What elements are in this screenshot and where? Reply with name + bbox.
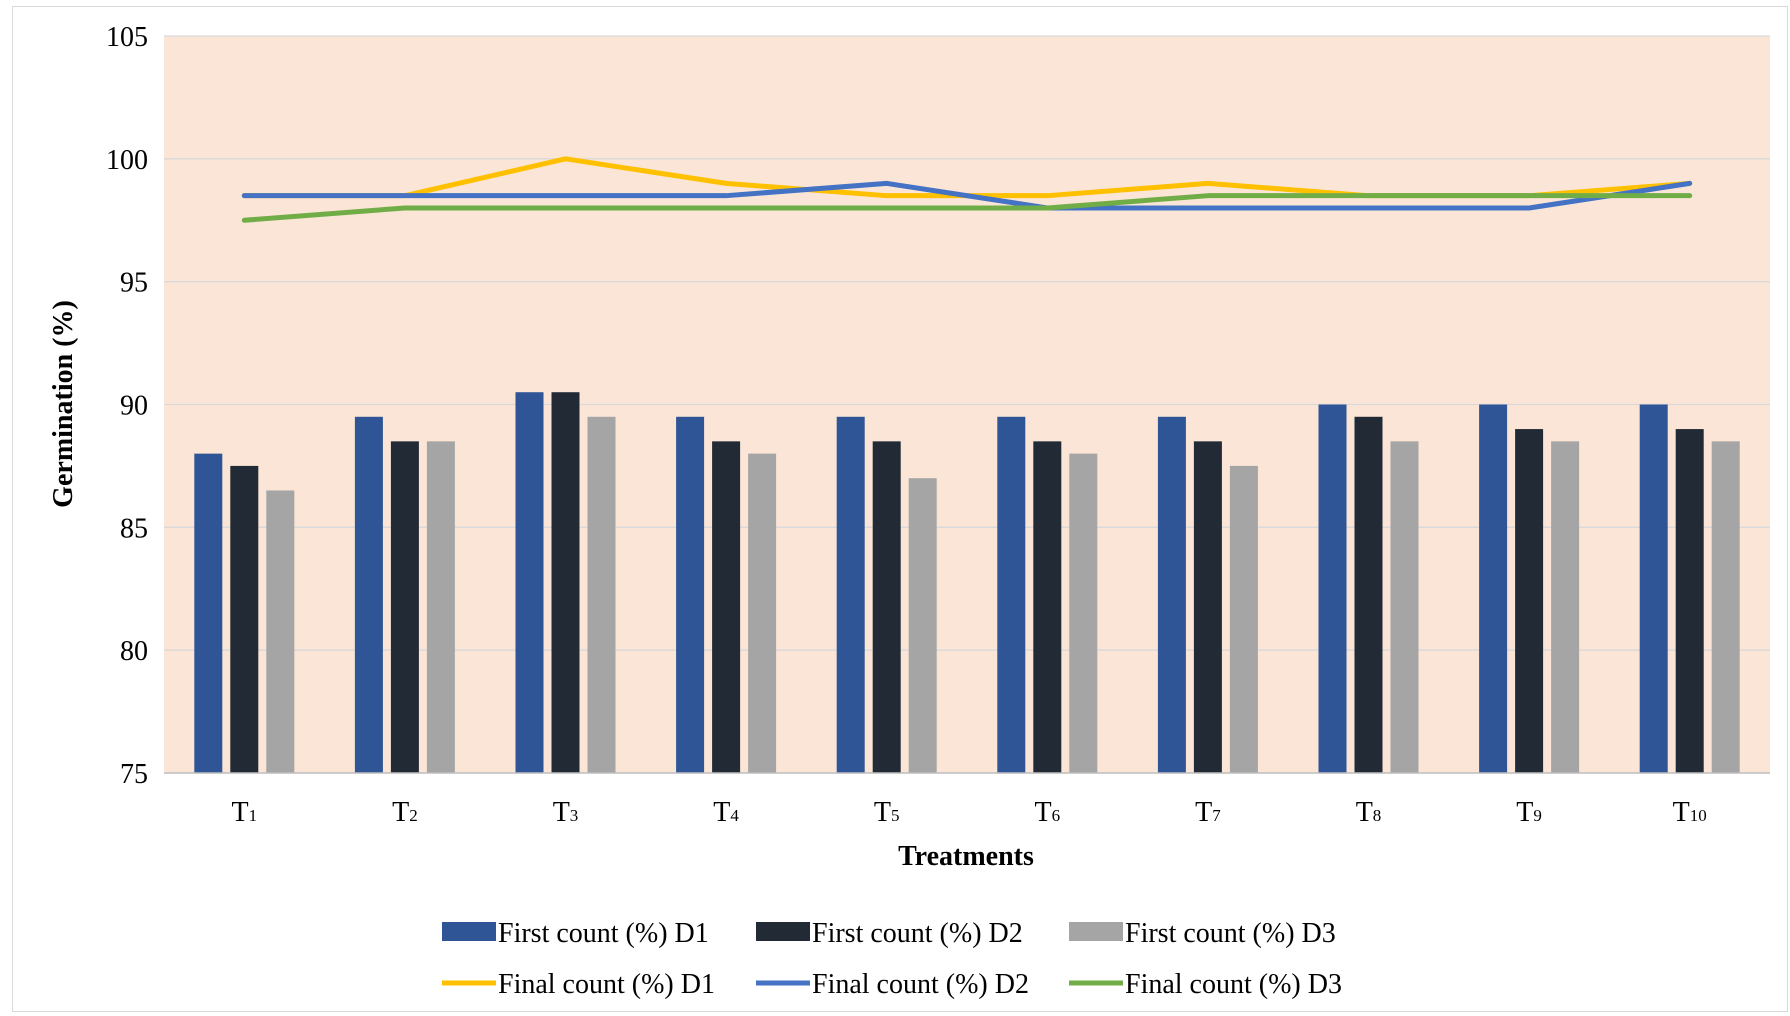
bar-2-9 <box>1515 429 1544 773</box>
y-tick-label: 105 <box>106 22 148 53</box>
bar-1-9 <box>1479 404 1508 773</box>
bar-1-10 <box>1639 404 1668 773</box>
legend-label: First count (%) D1 <box>498 918 709 949</box>
legend: First count (%) D1 First count (%) D2 Firs… <box>442 918 1342 1000</box>
y-axis-ticks: 75 80 85 90 95 100 105 <box>106 22 148 790</box>
bar-2-4 <box>712 441 741 773</box>
bar-1-4 <box>676 416 705 773</box>
bar-3-9 <box>1551 441 1580 773</box>
y-tick-label: 100 <box>106 145 148 176</box>
y-tick-label: 95 <box>120 268 148 299</box>
y-axis-title: Germination (%) <box>48 300 79 508</box>
bar-3-3 <box>587 416 616 773</box>
legend-label: First count (%) D2 <box>812 918 1023 949</box>
x-tick-label: T7 <box>1195 797 1221 828</box>
bar-2-10 <box>1675 429 1704 773</box>
x-tick-label: T3 <box>553 797 579 828</box>
y-tick-label: 75 <box>120 759 148 790</box>
legend-label: First count (%) D3 <box>1125 918 1336 949</box>
line-series <box>164 156 1770 774</box>
legend-label: Final count (%) D3 <box>1125 969 1342 1000</box>
bar-1-3 <box>515 392 544 773</box>
bar-2-1 <box>230 465 259 773</box>
bar-3-6 <box>1069 453 1098 773</box>
bar-1-6 <box>997 416 1026 773</box>
legend-swatch <box>756 922 810 941</box>
x-tick-label: T6 <box>1034 797 1060 828</box>
y-tick-label: 90 <box>120 391 148 422</box>
bar-2-2 <box>390 441 419 773</box>
x-tick-label: T10 <box>1673 797 1707 828</box>
x-tick-label: T9 <box>1516 797 1542 828</box>
bar-3-2 <box>426 441 455 773</box>
bar-1-1 <box>194 453 223 773</box>
bar-3-1 <box>266 490 295 773</box>
bar-2-6 <box>1033 441 1062 773</box>
y-tick-label: 85 <box>120 513 148 544</box>
bar-2-3 <box>551 392 580 773</box>
bar-2-5 <box>872 441 901 773</box>
bar-1-7 <box>1157 416 1186 773</box>
bar-3-7 <box>1229 465 1258 773</box>
x-tick-label: T8 <box>1356 797 1382 828</box>
legend-swatch <box>1069 922 1123 941</box>
x-tick-label: T4 <box>713 797 739 828</box>
line-series-3 <box>241 193 1693 223</box>
x-tick-label: T1 <box>231 797 257 828</box>
bar-2-8 <box>1354 416 1383 773</box>
x-tick-label: T5 <box>874 797 900 828</box>
bar-3-8 <box>1390 441 1419 773</box>
bar-3-4 <box>748 453 777 773</box>
x-tick-label: T2 <box>392 797 418 828</box>
x-axis-ticks: T1 T2 T3 T4 T5 T6 T7 T8 T9 T10 <box>231 797 1706 828</box>
bar-1-2 <box>354 416 383 773</box>
bar-3-10 <box>1711 441 1740 773</box>
line-series-2 <box>241 180 1693 211</box>
bar-series <box>194 392 1740 773</box>
legend-label: Final count (%) D1 <box>498 969 715 1000</box>
bar-1-5 <box>836 416 865 773</box>
bar-3-5 <box>908 478 937 773</box>
bar-1-8 <box>1318 404 1347 773</box>
legend-label: Final count (%) D2 <box>812 969 1029 1000</box>
x-axis-title: Treatments <box>898 841 1034 872</box>
legend-swatch <box>442 922 496 941</box>
bar-2-7 <box>1193 441 1222 773</box>
y-tick-label: 80 <box>120 636 148 667</box>
